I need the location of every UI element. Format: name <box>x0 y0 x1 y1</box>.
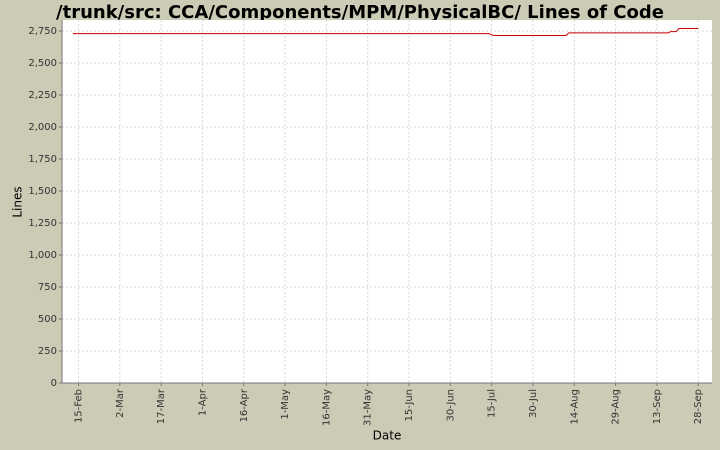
y-tick-label: 1,000 <box>28 250 57 261</box>
x-tick-label: 28-Sep <box>693 389 704 424</box>
y-tick-label: 500 <box>38 314 57 325</box>
x-tick-label: 30-Jun <box>445 389 456 422</box>
y-tick-label: 750 <box>38 282 57 293</box>
x-tick-label: 16-May <box>321 389 332 426</box>
y-axis-label: Lines <box>11 186 25 217</box>
x-tick-label: 1-May <box>280 389 291 420</box>
y-tick-label: 2,500 <box>28 58 57 69</box>
y-tick-label: 2,000 <box>28 122 57 133</box>
data-line <box>73 27 699 36</box>
chart-title: /trunk/src: CCA/Components/MPM/PhysicalB… <box>56 2 664 23</box>
x-tick-label: 16-Apr <box>239 388 250 422</box>
y-tick-label: 2,750 <box>28 26 57 37</box>
x-tick-label: 15-Jul <box>487 389 498 418</box>
y-tick-label: 1,250 <box>28 218 57 229</box>
x-tick-label: 14-Aug <box>569 389 580 425</box>
x-tick-label: 2-Mar <box>115 388 126 418</box>
y-tick-label: 0 <box>51 378 57 389</box>
x-axis-label: Date <box>373 429 402 443</box>
y-tick-label: 1,500 <box>28 186 57 197</box>
y-tick-label: 1,750 <box>28 154 57 165</box>
x-tick-label: 15-Jun <box>404 389 415 422</box>
y-tick-label: 2,250 <box>28 90 57 101</box>
x-tick-label: 29-Aug <box>611 389 622 425</box>
x-tick-label: 1-Apr <box>197 388 208 416</box>
x-tick-label: 17-Mar <box>156 388 167 424</box>
x-tick-label: 13-Sep <box>652 389 663 424</box>
y-tick-label: 250 <box>38 346 57 357</box>
x-tick-label: 30-Jul <box>528 389 539 418</box>
x-tick-label: 15-Feb <box>74 389 85 423</box>
x-tick-label: 31-May <box>363 389 374 426</box>
plot-area <box>62 20 712 383</box>
